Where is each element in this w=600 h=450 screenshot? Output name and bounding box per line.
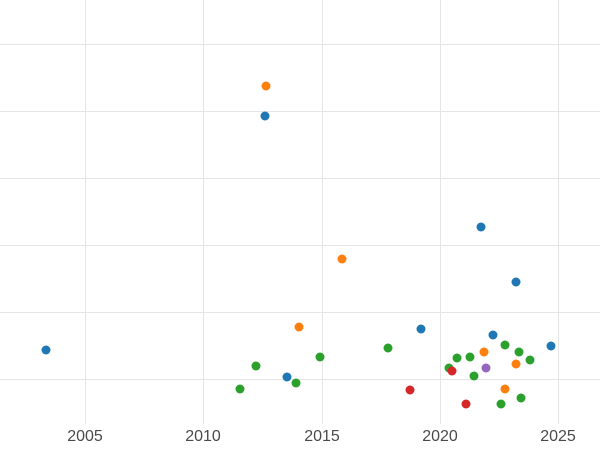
scatter-point-purple: [481, 363, 491, 373]
vertical-gridline: [85, 0, 86, 424]
scatter-point-blue: [476, 222, 486, 232]
scatter-point-green: [496, 399, 506, 409]
horizontal-gridline: [0, 379, 600, 380]
scatter-point-green: [500, 340, 510, 350]
scatter-point-green: [452, 353, 462, 363]
x-tick-label: 2015: [304, 428, 340, 445]
scatter-point-blue: [282, 372, 292, 382]
scatter-point-green: [465, 352, 475, 362]
scatter-point-red: [405, 385, 415, 395]
scatter-point-orange: [261, 81, 271, 91]
vertical-gridline: [203, 0, 204, 424]
scatter-point-red: [447, 366, 457, 376]
horizontal-gridline: [0, 312, 600, 313]
vertical-gridline: [322, 0, 323, 424]
x-tick-label: 2010: [185, 428, 221, 445]
scatter-point-blue: [260, 111, 270, 121]
horizontal-gridline: [0, 44, 600, 45]
scatter-point-green: [469, 371, 479, 381]
scatter-point-blue: [546, 341, 556, 351]
x-tick-label: 2025: [540, 428, 576, 445]
scatter-point-orange: [479, 347, 489, 357]
scatter-point-blue: [41, 345, 51, 355]
x-tick-label: 2020: [422, 428, 458, 445]
scatter-point-blue: [488, 330, 498, 340]
scatter-point-green: [516, 393, 526, 403]
scatter-point-orange: [337, 254, 347, 264]
scatter-point-orange: [294, 322, 304, 332]
horizontal-gridline: [0, 178, 600, 179]
vertical-gridline: [440, 0, 441, 424]
scatter-point-blue: [511, 277, 521, 287]
x-tick-label: 2005: [67, 428, 103, 445]
scatter-point-green: [251, 361, 261, 371]
horizontal-gridline: [0, 111, 600, 112]
horizontal-gridline: [0, 245, 600, 246]
scatter-point-green: [235, 384, 245, 394]
scatter-point-blue: [416, 324, 426, 334]
vertical-gridline: [558, 0, 559, 424]
scatter-point-orange: [511, 359, 521, 369]
scatter-point-orange: [500, 384, 510, 394]
scatter-point-green: [514, 347, 524, 357]
scatter-point-green: [315, 352, 325, 362]
scatter-point-green: [383, 343, 393, 353]
scatter-point-red: [461, 399, 471, 409]
scatter-point-green: [291, 378, 301, 388]
scatter-point-green: [525, 355, 535, 365]
